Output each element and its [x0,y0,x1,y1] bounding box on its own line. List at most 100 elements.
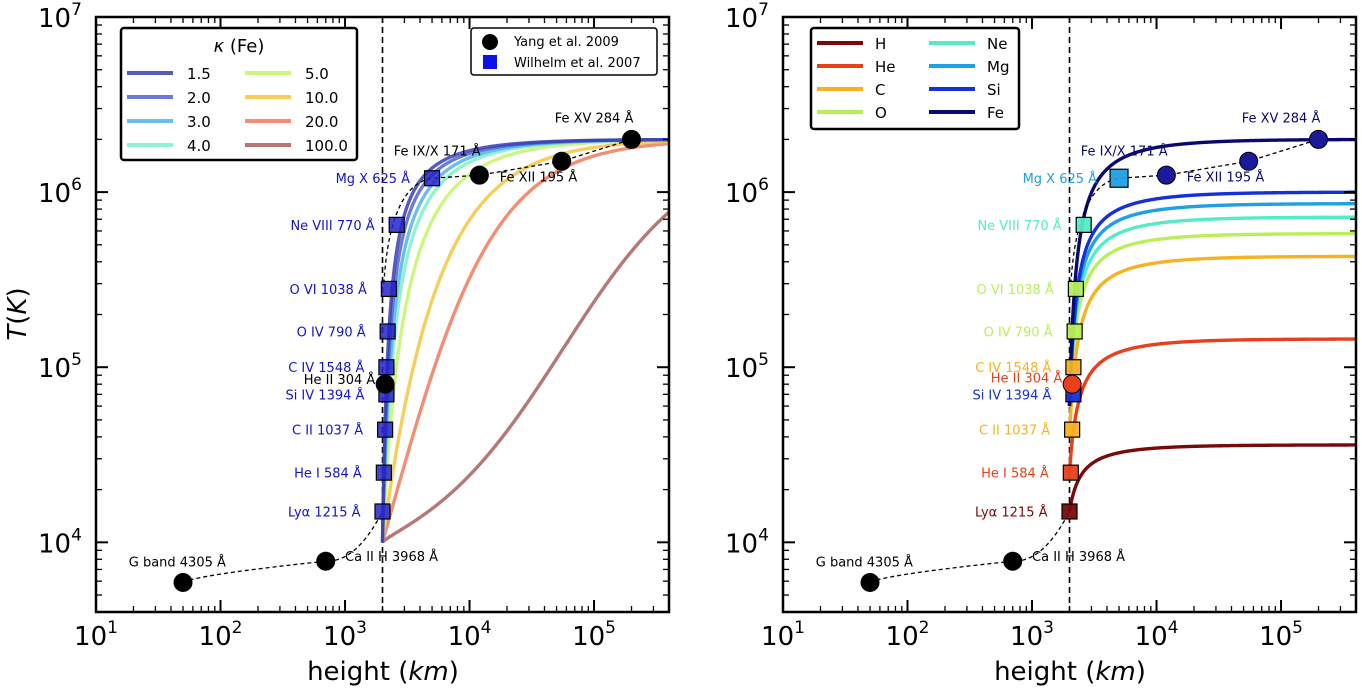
square-label: C II 1037 Å [292,423,363,439]
circle-marker [375,374,395,394]
square-label: Ne VIII 770 Å [977,218,1061,234]
kappa-legend: κ (Fe) 1.5 2.0 3.0 4.0 5.0 10.0 20.0 100.0 [119,26,359,162]
square-label: He I 584 Å [981,466,1049,482]
circle-label: He II 304 Å [991,370,1063,386]
square-label: Lyα 1215 Å [288,504,361,520]
y-tick-label: 104 [725,525,769,559]
circle-label: Fe XV 284 Å [1242,110,1321,126]
legend-label-Ne: Ne [987,35,1007,53]
square-label: O IV 790 Å [984,324,1053,340]
legend-wilhelm: Wilhelm et al. 2007 [514,56,641,71]
square-label: C IV 1548 Å [288,360,364,376]
circle-label: G band 4305 Å [129,554,226,570]
square-label: O VI 1038 Å [977,282,1054,298]
x-tick-label: 101 [74,618,118,652]
right-xlabel: height (km) [994,657,1146,687]
right-observations: Lyα 1215 Å He I 584 Å C II 1037 Å Si IV 139… [816,110,1329,592]
legend-label-20.0: 20.0 [305,113,338,131]
legend-label-10.0: 10.0 [305,89,338,107]
circle-marker [1062,374,1082,394]
legend-label-O: O [875,104,887,122]
square-marker [1064,421,1081,438]
square-label: Lyα 1215 Å [975,504,1048,520]
marker-legend: Yang et al. 2009 Wilhelm et al. 2007 [470,27,658,76]
square-label: He I 584 Å [294,466,362,482]
marker-legend-frame [470,27,658,76]
y-tick-label: 107 [725,0,769,34]
right-curves [1067,17,1356,612]
legend-label-4.0: 4.0 [187,137,211,155]
square-marker [378,359,395,376]
x-tick-label: 103 [323,618,367,652]
square-marker [1109,168,1129,188]
circle-marker [622,129,642,149]
legend-label-Mg: Mg [987,58,1009,76]
left-curves [380,17,669,612]
x-tick-label: 104 [1135,618,1179,652]
x-tick-label: 105 [1259,618,1303,652]
right-panel: Lyα 1215 Å He I 584 Å C II 1037 Å Si IV 139… [725,0,1358,687]
square-marker [377,421,394,438]
circle-label: Fe XII 195 Å [500,169,578,185]
square-label: O IV 790 Å [297,324,366,340]
kappa-legend-title: κ (Fe) [214,36,265,57]
circle-marker [1239,151,1259,171]
circle-marker [1003,551,1023,571]
series-line-C [1067,254,1356,437]
series-line-O [1067,231,1356,407]
square-label: O VI 1038 Å [290,282,367,298]
square-marker [388,216,405,233]
y-tick-label: 106 [725,175,769,209]
square-marker [1075,216,1092,233]
series-line-He [1067,337,1356,473]
circle-marker [552,151,572,171]
legend-label-2.0: 2.0 [187,89,211,107]
left-observations: Lyα 1215 Å He I 584 Å C II 1037 Å Si IV 139… [129,110,642,592]
circle-marker [316,551,336,571]
x-tick-label: 102 [199,618,243,652]
circle-marker [173,572,193,592]
left-xlabel: height (km) [307,657,459,687]
series-line-4.0 [380,138,669,543]
x-tick-label: 101 [761,618,805,652]
square-marker [379,323,396,340]
legend-label-1.5: 1.5 [187,65,211,83]
legend-circle-marker [482,34,498,50]
y-tick-label: 107 [38,0,82,34]
legend-label-He: He [875,58,896,76]
square-label: Ne VIII 770 Å [290,218,374,234]
square-label: Mg X 625 Å [1023,171,1098,187]
square-label: Si IV 1394 Å [285,387,364,403]
left-axes: 101 102 103 104 105 104 105 106 107 [38,0,671,652]
series-line-1.5 [380,137,669,543]
legend-label-3.0: 3.0 [187,113,211,131]
series-line-Si [1067,190,1356,407]
series-line-3.0 [380,138,669,543]
observation-connector-high [1070,138,1319,284]
observation-connector-low [182,511,384,584]
square-marker [423,170,441,187]
y-tick-label: 104 [38,525,82,559]
circle-marker [860,572,880,592]
kappa-legend-items: 1.5 2.0 3.0 4.0 5.0 10.0 20.0 100.0 [127,65,348,155]
y-tick-label: 106 [38,175,82,209]
circle-label: Fe XV 284 Å [555,110,634,126]
circle-label: Ca II H 3968 Å [345,549,438,565]
square-label: C II 1037 Å [979,423,1050,439]
legend-label-Si: Si [987,81,1001,99]
kappa-legend-frame [119,26,359,162]
legend-label-Fe: Fe [987,104,1004,122]
y-tick-label: 105 [38,350,82,384]
square-marker [1062,464,1079,481]
series-line-Mg [1067,202,1356,407]
circle-label: Fe IX/X 171 Å [1081,143,1168,159]
x-tick-label: 102 [886,618,930,652]
left-ylabel: T(K) [3,287,33,340]
square-marker [1061,503,1078,520]
element-legend-frame [809,26,1021,131]
observation-connector-low [869,511,1071,584]
square-label: C IV 1548 Å [975,360,1051,376]
series-line-100.0 [380,210,669,544]
square-marker [1067,280,1084,298]
square-marker [1066,323,1083,340]
